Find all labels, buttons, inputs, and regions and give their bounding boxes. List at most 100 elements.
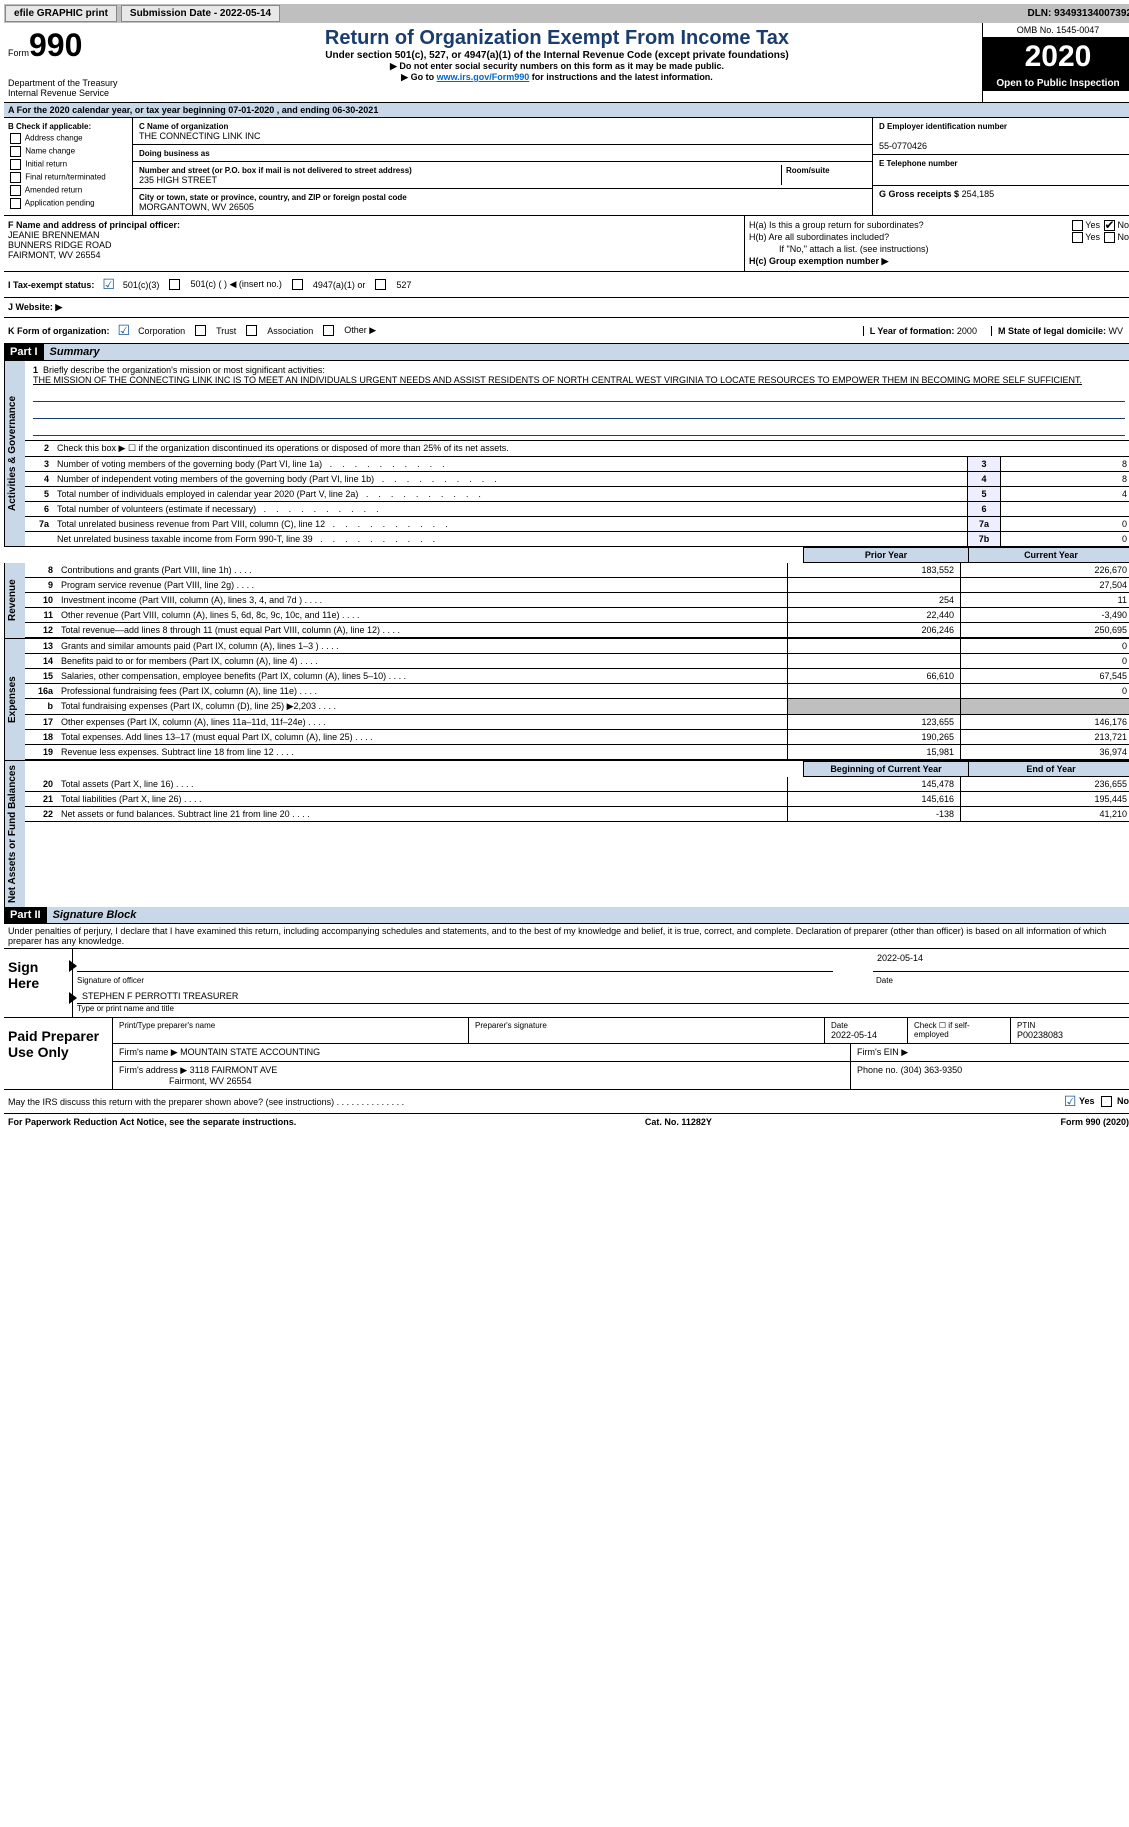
part2-title: Signature Block [47, 907, 1129, 923]
subtitle: Under section 501(c), 527, or 4947(a)(1)… [136, 50, 978, 61]
opt-initial-return: Initial return [25, 160, 67, 169]
gov-line: 4Number of independent voting members of… [25, 472, 1129, 487]
part2-label: Part II [4, 907, 47, 923]
opt-final-return: Final return/terminated [25, 173, 105, 182]
tab-revenue: Revenue [4, 563, 25, 638]
fin-line: 9Program service revenue (Part VIII, lin… [25, 578, 1129, 593]
fin-line: 22Net assets or fund balances. Subtract … [25, 807, 1129, 822]
col-print-label: Print/Type preparer's name [119, 1021, 462, 1030]
opt-501c: 501(c) ( ) ◀ (insert no.) [190, 279, 281, 290]
fin-line: 16aProfessional fundraising fees (Part I… [25, 684, 1129, 699]
ha-yes: Yes [1085, 220, 1100, 230]
cb-hb-no[interactable] [1104, 232, 1115, 243]
firm-addr: 3118 FAIRMONT AVE [190, 1065, 278, 1075]
sign-date: 2022-05-14 [873, 953, 1129, 972]
cb-pending[interactable] [10, 198, 21, 209]
col-prior-year: Prior Year [803, 547, 968, 563]
cb-trust[interactable] [195, 325, 206, 336]
firm-name-label: Firm's name ▶ [119, 1047, 178, 1057]
omb-number: OMB No. 1545-0047 [983, 23, 1129, 38]
fin-line: 8Contributions and grants (Part VIII, li… [25, 563, 1129, 578]
fin-line: 20Total assets (Part X, line 16) . . . .… [25, 777, 1129, 792]
sig-officer-label: Signature of officer [77, 976, 836, 985]
gov-line: 3Number of voting members of the governi… [25, 457, 1129, 472]
phone-value: (304) 363-9350 [901, 1065, 963, 1075]
cb-4947[interactable] [292, 279, 303, 290]
note-2-post: for instructions and the latest informat… [529, 72, 713, 82]
fin-line: bTotal fundraising expenses (Part IX, co… [25, 699, 1129, 715]
topbar: efile GRAPHIC print Submission Date - 20… [4, 4, 1129, 23]
cb-other[interactable] [323, 325, 334, 336]
org-city: MORGANTOWN, WV 26505 [139, 202, 254, 212]
tab-governance: Activities & Governance [4, 361, 25, 546]
cb-name-change[interactable] [10, 146, 21, 157]
submission-date-button[interactable]: Submission Date - 2022-05-14 [121, 5, 280, 22]
discuss-question: May the IRS discuss this return with the… [8, 1097, 404, 1107]
entity-block: B Check if applicable: Address change Na… [4, 118, 1129, 216]
instructions-link[interactable]: www.irs.gov/Form990 [437, 72, 530, 82]
line1-label: Briefly describe the organization's miss… [43, 365, 325, 375]
footer-mid: Cat. No. 11282Y [645, 1117, 712, 1127]
fin-line: 11Other revenue (Part VIII, column (A), … [25, 608, 1129, 623]
check-icon-discuss: ☑ [1064, 1093, 1077, 1109]
cb-final-return[interactable] [10, 172, 21, 183]
section-b-checkboxes: B Check if applicable: Address change Na… [4, 118, 133, 215]
sign-here-label: Sign Here [4, 949, 73, 1017]
section-k-label: K Form of organization: [8, 326, 110, 336]
fin-line: 12Total revenue—add lines 8 through 11 (… [25, 623, 1129, 638]
col-ptin-label: PTIN [1017, 1021, 1127, 1030]
note-2-pre: ▶ Go to [401, 72, 436, 82]
cb-ha-yes[interactable] [1072, 220, 1083, 231]
fin-line: 13Grants and similar amounts paid (Part … [25, 639, 1129, 654]
sign-here-row: Sign Here 2022-05-14 Signature of office… [4, 948, 1129, 1017]
col-begin-year: Beginning of Current Year [803, 761, 968, 777]
paid-preparer-row: Paid Preparer Use Only Print/Type prepar… [4, 1017, 1129, 1089]
dba-label: Doing business as [139, 149, 210, 158]
form-number: 990 [29, 27, 82, 63]
dln-label: DLN: 93493134007392 [1027, 8, 1129, 19]
section-l-label: L Year of formation: [870, 326, 955, 336]
officer-name: JEANIE BRENNEMAN [8, 230, 100, 240]
prep-date: 2022-05-14 [831, 1030, 877, 1040]
opt-association: Association [267, 326, 313, 336]
gov-line: 7aTotal unrelated business revenue from … [25, 517, 1129, 532]
cb-initial-return[interactable] [10, 159, 21, 170]
part1-label: Part I [4, 344, 44, 360]
org-name: THE CONNECTING LINK INC [139, 131, 261, 141]
note-1: ▶ Do not enter social security numbers o… [136, 61, 978, 72]
cb-discuss-no[interactable] [1101, 1096, 1112, 1107]
hb-label: H(b) Are all subordinates included? [749, 232, 889, 242]
efile-button[interactable]: efile GRAPHIC print [5, 5, 117, 22]
phone-label: Phone no. [857, 1065, 898, 1075]
year-formation: 2000 [957, 326, 977, 336]
opt-corporation: Corporation [138, 326, 185, 336]
tab-net-assets: Net Assets or Fund Balances [4, 761, 25, 907]
ein-value: 55-0770426 [879, 141, 927, 151]
col-check-label: Check ☐ if self-employed [914, 1021, 1004, 1039]
opt-527: 527 [396, 280, 411, 290]
line2-label: Check this box ▶ ☐ if the organization d… [53, 441, 1129, 456]
ha-no: No [1117, 220, 1129, 230]
page-title: Return of Organization Exempt From Incom… [136, 27, 978, 50]
cb-amended[interactable] [10, 185, 21, 196]
sig-date-label: Date [876, 976, 1129, 985]
cb-address-change[interactable] [10, 133, 21, 144]
col-date-label: Date [831, 1021, 901, 1030]
cb-527[interactable] [375, 279, 386, 290]
section-j-row: J Website: ▶ [4, 298, 1129, 318]
discuss-no: No [1117, 1096, 1129, 1106]
section-d-label: D Employer identification number [879, 122, 1007, 131]
cb-ha-no[interactable] [1104, 220, 1115, 231]
opt-4947: 4947(a)(1) or [313, 280, 366, 290]
cb-501c[interactable] [169, 279, 180, 290]
discuss-row: May the IRS discuss this return with the… [4, 1089, 1129, 1113]
cb-hb-yes[interactable] [1072, 232, 1083, 243]
opt-other: Other ▶ [344, 325, 376, 336]
firm-ein-label: Firm's EIN ▶ [857, 1047, 908, 1057]
ha-label: H(a) Is this a group return for subordin… [749, 220, 924, 230]
cb-association[interactable] [246, 325, 257, 336]
footer-right: Form 990 (2020) [1060, 1117, 1129, 1127]
penalty-text: Under penalties of perjury, I declare th… [4, 924, 1129, 948]
type-label: Type or print name and title [77, 1004, 1129, 1013]
section-k-row: K Form of organization: ☑ Corporation Tr… [4, 318, 1129, 344]
